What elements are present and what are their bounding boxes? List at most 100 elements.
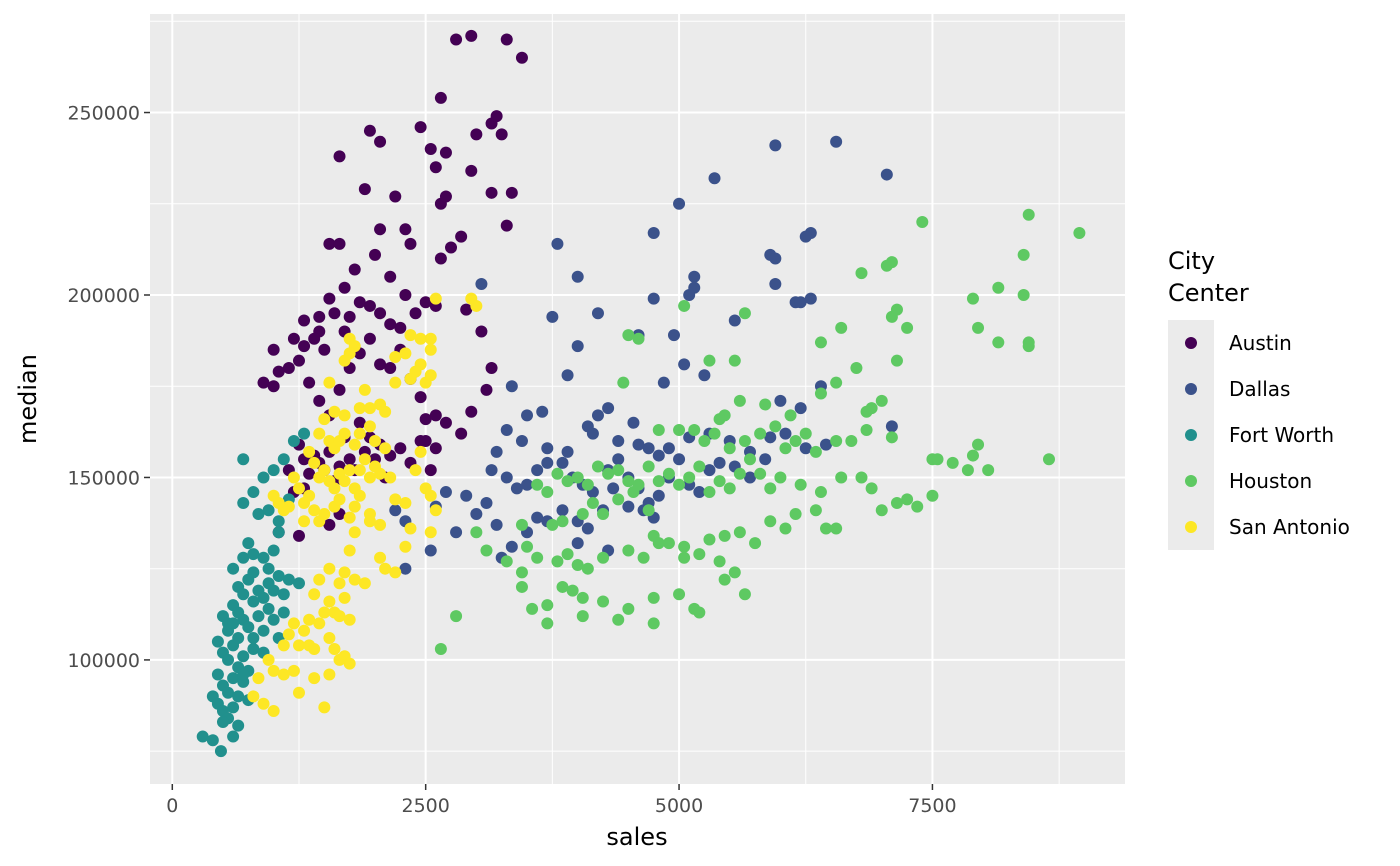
- legend-label-fort-worth: Fort Worth: [1229, 423, 1334, 447]
- point-houston: [576, 610, 589, 623]
- point-dallas: [673, 453, 686, 466]
- point-fort-worth: [257, 551, 270, 564]
- point-san-antonio: [414, 445, 427, 458]
- point-houston: [673, 424, 686, 437]
- point-san-antonio: [374, 518, 387, 531]
- point-dallas: [551, 237, 564, 250]
- point-houston: [789, 434, 802, 447]
- point-houston: [541, 486, 554, 499]
- point-san-antonio: [404, 329, 417, 342]
- point-fort-worth: [267, 544, 280, 557]
- point-austin: [389, 190, 402, 203]
- point-houston: [708, 427, 721, 440]
- point-houston: [571, 471, 584, 484]
- point-austin: [292, 354, 305, 367]
- point-san-antonio: [348, 438, 361, 451]
- point-austin: [434, 91, 447, 104]
- point-austin: [313, 394, 326, 407]
- point-fort-worth: [247, 566, 260, 579]
- point-fort-worth: [252, 610, 265, 623]
- point-houston: [814, 387, 827, 400]
- legend-label-austin: Austin: [1229, 331, 1292, 355]
- point-houston: [759, 398, 772, 411]
- point-fort-worth: [262, 504, 275, 517]
- point-san-antonio: [257, 697, 270, 710]
- point-dallas: [602, 402, 615, 415]
- point-dallas: [399, 562, 412, 575]
- point-dallas: [612, 434, 625, 447]
- point-houston: [723, 482, 736, 495]
- point-san-antonio: [292, 482, 305, 495]
- point-san-antonio: [363, 402, 376, 415]
- point-houston: [713, 413, 726, 426]
- point-houston: [571, 559, 584, 572]
- point-dallas: [521, 478, 534, 491]
- point-san-antonio: [287, 471, 300, 484]
- point-houston: [602, 467, 615, 480]
- point-austin: [394, 321, 407, 334]
- point-fort-worth: [237, 650, 250, 663]
- point-dallas: [581, 522, 594, 535]
- point-austin: [374, 358, 387, 371]
- point-san-antonio: [374, 551, 387, 564]
- point-fort-worth: [214, 745, 227, 758]
- point-austin: [419, 434, 432, 447]
- point-houston: [718, 573, 731, 586]
- point-dallas: [703, 464, 716, 477]
- point-san-antonio: [424, 369, 437, 382]
- point-austin: [424, 143, 437, 156]
- point-san-antonio: [389, 566, 402, 579]
- point-houston: [561, 548, 574, 561]
- point-fort-worth: [247, 595, 260, 608]
- point-houston: [515, 580, 528, 593]
- point-san-antonio: [308, 642, 321, 655]
- point-austin: [394, 442, 407, 455]
- point-houston: [622, 329, 635, 342]
- point-fort-worth: [247, 548, 260, 561]
- point-houston: [662, 467, 675, 480]
- point-dallas: [536, 405, 549, 418]
- point-houston: [450, 610, 463, 623]
- point-houston: [718, 529, 731, 542]
- point-san-antonio: [379, 442, 392, 455]
- point-houston: [733, 394, 746, 407]
- point-houston: [642, 460, 655, 473]
- point-dallas: [475, 278, 488, 291]
- point-houston: [728, 566, 741, 579]
- point-austin: [363, 124, 376, 137]
- point-houston: [885, 431, 898, 444]
- point-houston: [581, 478, 594, 491]
- point-dallas: [794, 402, 807, 415]
- point-austin: [333, 237, 346, 250]
- point-san-antonio: [318, 464, 331, 477]
- point-san-antonio: [338, 591, 351, 604]
- point-austin: [257, 376, 270, 389]
- legend-key-fort-worth: [1185, 429, 1197, 441]
- point-san-antonio: [328, 642, 341, 655]
- point-dallas: [662, 442, 675, 455]
- point-houston: [698, 434, 711, 447]
- point-dallas: [480, 497, 493, 510]
- point-austin: [313, 310, 326, 323]
- point-austin: [465, 164, 478, 177]
- point-houston: [855, 471, 868, 484]
- point-fort-worth: [252, 507, 265, 520]
- point-austin: [333, 383, 346, 396]
- point-houston: [642, 504, 655, 517]
- point-dallas: [490, 445, 503, 458]
- point-fort-worth: [206, 734, 219, 747]
- point-houston: [617, 376, 630, 389]
- point-san-antonio: [252, 672, 265, 685]
- point-houston: [809, 504, 822, 517]
- point-fort-worth: [227, 562, 240, 575]
- point-fort-worth: [282, 573, 295, 586]
- point-dallas: [505, 540, 518, 553]
- point-houston: [982, 464, 995, 477]
- point-san-antonio: [353, 464, 366, 477]
- point-houston: [916, 216, 929, 229]
- point-fort-worth: [216, 715, 229, 728]
- point-austin: [287, 332, 300, 345]
- point-houston: [814, 336, 827, 349]
- point-houston: [1017, 248, 1030, 261]
- point-houston: [926, 489, 939, 502]
